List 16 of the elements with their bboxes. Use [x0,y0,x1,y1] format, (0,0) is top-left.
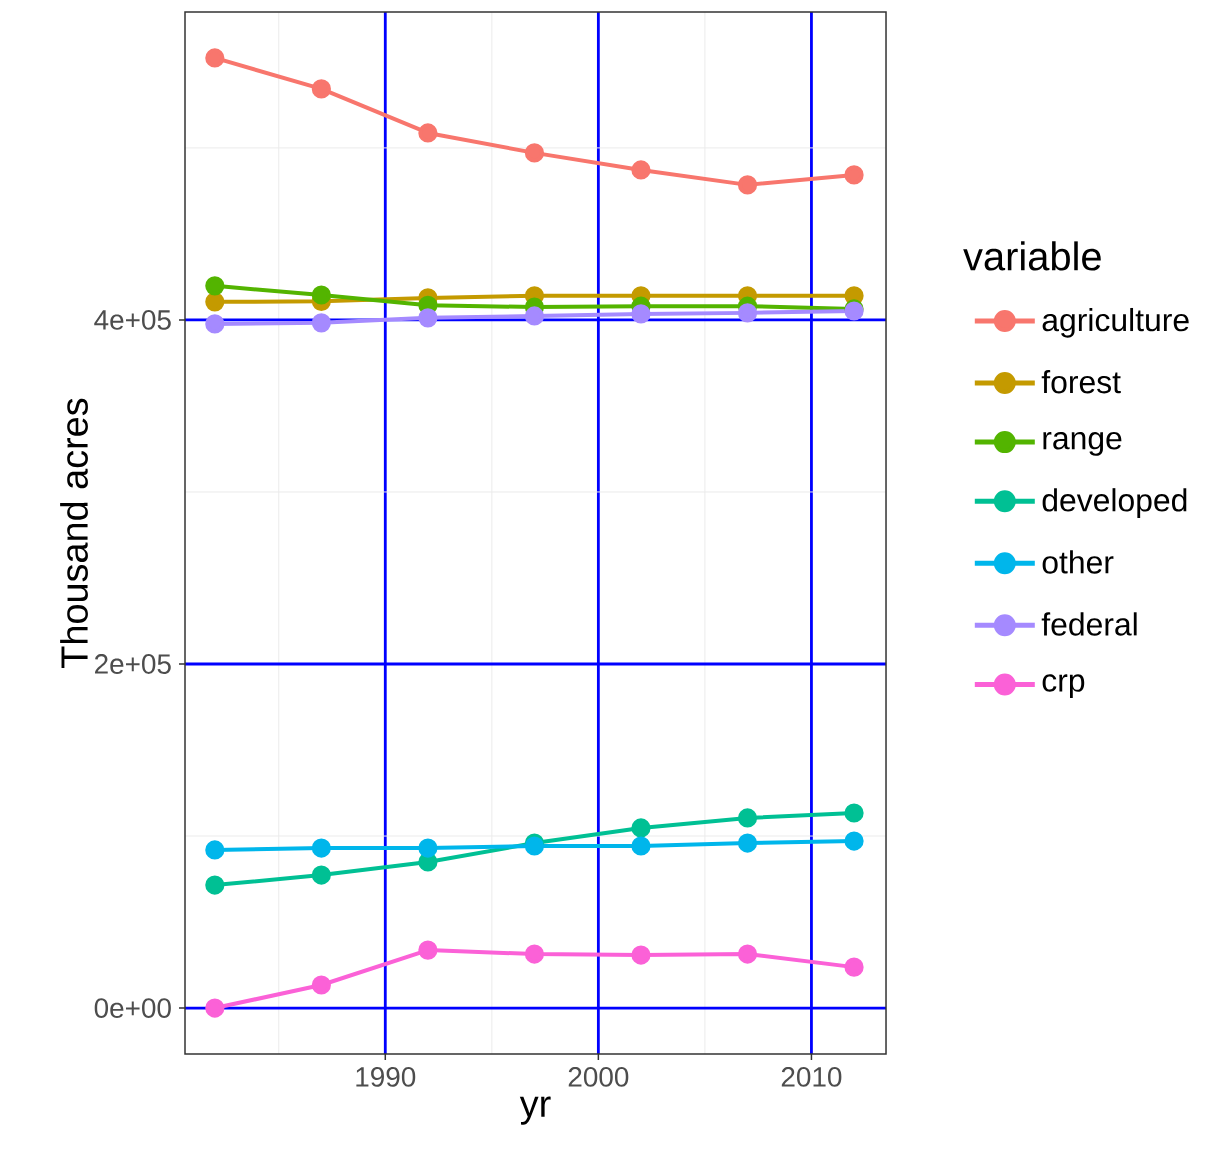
legend-label: developed [1042,488,1187,518]
legend-label: crp [1042,674,1085,699]
y-tick-label: 2e+05 [95,654,171,674]
legend-label: federal [1041,612,1137,636]
y-tick-label: 0e+00 [94,998,171,1018]
legend-label: other [1042,550,1114,574]
x-tick-label: 2010 [781,1067,842,1087]
legend-title: variable [963,241,1101,271]
y-tick-label: 4e+05 [94,310,171,330]
x-tick-label: 1990 [356,1067,416,1087]
x-axis-title: yr [519,1096,551,1125]
legend-label: agriculture [1042,307,1189,338]
legend-label: range [1043,432,1122,456]
y-axis-title: Thousand acres [60,398,88,668]
legend-label: forest [1041,370,1121,394]
x-tick-label: 2000 [568,1067,629,1087]
